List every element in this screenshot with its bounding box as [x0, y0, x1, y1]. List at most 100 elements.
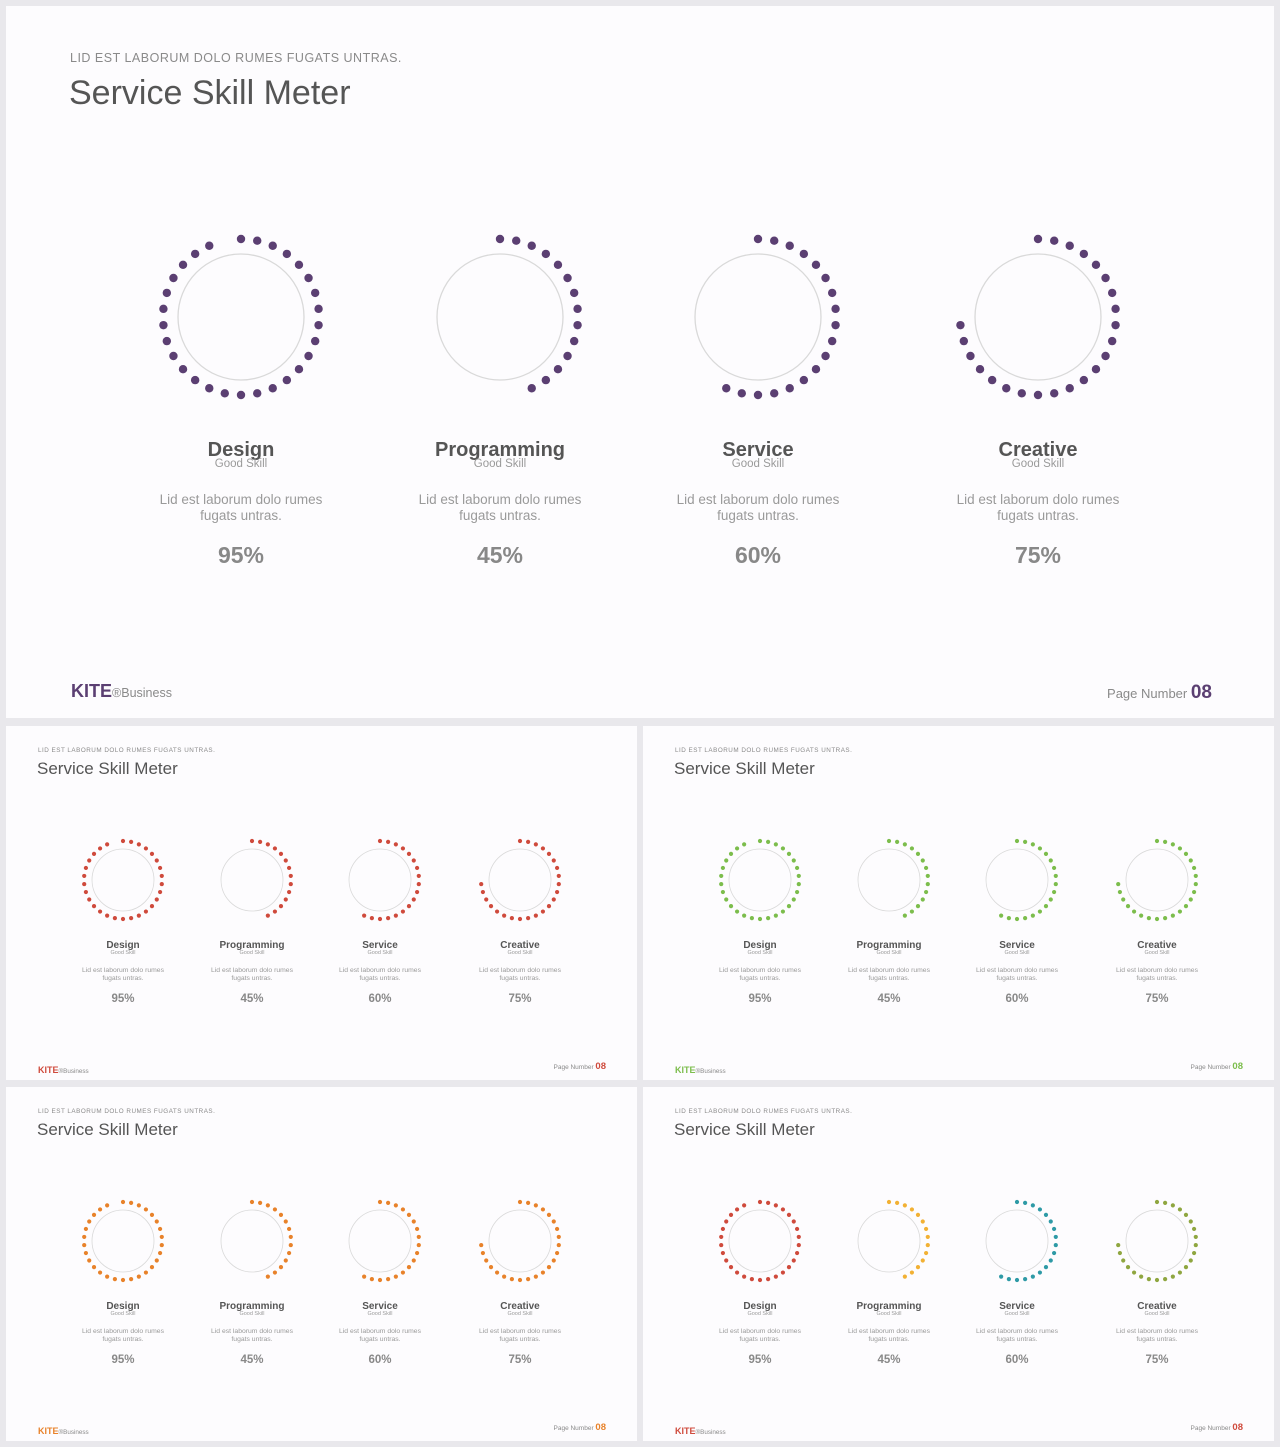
- skill-meter-creative: [956, 234, 1120, 400]
- brand-logo: KITE®Business: [675, 1060, 726, 1078]
- meter-dot: [920, 858, 925, 863]
- meter-dot: [286, 889, 292, 895]
- skill-card-service: Service Good Skill Lid est laborum dolo …: [333, 940, 428, 1006]
- skill-subtitle: Good Skill: [731, 458, 785, 470]
- meter-dot: [1048, 897, 1053, 902]
- meter-dot: [83, 1226, 89, 1232]
- meter-dot: [159, 304, 168, 314]
- meter-dot: [416, 1234, 421, 1240]
- skill-meters: [82, 838, 561, 922]
- meter-dot: [780, 909, 786, 914]
- meter-dot: [414, 865, 420, 871]
- page-number: Page Number 08: [554, 1422, 607, 1433]
- skill-card-programming: Programming Good Skill Lid est laborum d…: [205, 1301, 300, 1367]
- page-title: Service Skill Meter: [674, 1120, 815, 1139]
- meter-dot: [136, 913, 141, 918]
- skill-description: Lid est laborum dolo rumes fugats untras…: [1116, 1328, 1198, 1343]
- meter-dot: [786, 851, 792, 856]
- meter-dot: [786, 1212, 792, 1217]
- meter-dot: [97, 1270, 103, 1275]
- meter-dot: [1043, 1212, 1049, 1217]
- meter-track-ring: [220, 1209, 284, 1273]
- meter-dot: [791, 897, 796, 902]
- skill-description: Lid est laborum dolo rumes fugats untras…: [159, 492, 323, 523]
- skill-card-service: Service Good Skill Lid est laborum dolo …: [970, 940, 1065, 1006]
- skill-name: Design: [743, 940, 777, 951]
- skill-subtitle: Good Skill: [507, 1311, 533, 1317]
- skill-description: Lid est laborum dolo rumes fugats untras…: [479, 1328, 561, 1343]
- meter-dot: [112, 916, 117, 921]
- meter-dot: [1193, 881, 1198, 887]
- meter-dot: [265, 1274, 270, 1279]
- meter-dot: [920, 897, 925, 902]
- skill-description: Lid est laborum dolo rumes fugats untras…: [339, 1328, 421, 1343]
- meter-dot: [87, 1219, 92, 1224]
- meter-dot: [1163, 1277, 1168, 1282]
- meter-dot: [780, 846, 786, 851]
- meter-dot: [414, 1226, 420, 1232]
- meter-dot: [791, 858, 796, 863]
- meter-dot: [895, 839, 900, 844]
- meter-dot: [369, 1277, 374, 1282]
- meter-dot: [1170, 913, 1175, 918]
- meter-dot: [1183, 904, 1189, 909]
- meter-dot: [773, 1274, 778, 1279]
- meter-dot: [97, 909, 103, 914]
- meter-dot: [220, 389, 229, 398]
- page-number: Page Number 08: [554, 1061, 607, 1072]
- meter-dot: [154, 858, 159, 863]
- meter-dot: [895, 1200, 900, 1205]
- meter-dot: [1111, 304, 1120, 314]
- meter-dot: [286, 1250, 292, 1256]
- meter-dot: [791, 1258, 796, 1263]
- skill-percent: 45%: [476, 542, 524, 568]
- meter-dot: [1154, 838, 1160, 844]
- meter-dot: [272, 909, 278, 914]
- meter-dot: [249, 838, 255, 844]
- meter-dot: [386, 839, 391, 844]
- meter-dot: [136, 1274, 141, 1279]
- meter-track-ring: [488, 848, 552, 912]
- meter-dot: [556, 1242, 561, 1248]
- meter-dot: [1177, 1207, 1183, 1212]
- meter-dot: [416, 873, 421, 879]
- meter-dot: [1006, 916, 1011, 921]
- skill-percent: 75%: [508, 1354, 532, 1366]
- meter-dot: [1154, 1277, 1160, 1283]
- meter-dot: [920, 1258, 925, 1263]
- meter-dot: [1188, 858, 1193, 863]
- page-number-value: 08: [1232, 1422, 1243, 1433]
- brand-suffix: ®Business: [695, 1068, 726, 1075]
- meter-dot: [526, 839, 531, 844]
- meter-dot: [533, 1203, 538, 1208]
- meter-dot: [1079, 249, 1089, 259]
- meter-dot: [82, 1242, 87, 1248]
- meter-dot: [786, 904, 792, 909]
- meter-dot: [796, 881, 801, 887]
- meter-dot: [304, 273, 313, 283]
- meter-dot: [283, 897, 288, 902]
- meter-dot: [766, 1200, 771, 1205]
- meter-dot: [553, 364, 563, 374]
- meter-dot: [770, 236, 779, 245]
- brand-name: KITE: [675, 1065, 696, 1075]
- meter-dot: [719, 873, 724, 879]
- meter-dot: [533, 913, 538, 918]
- meter-dot: [556, 881, 561, 887]
- skill-description: Lid est laborum dolo rumes fugats untras…: [848, 967, 930, 982]
- meter-dot: [87, 1258, 92, 1263]
- skill-name: Creative: [998, 439, 1078, 461]
- meter-dot: [920, 1219, 925, 1224]
- meter-dot: [1170, 842, 1175, 847]
- meter-dot: [1023, 916, 1028, 921]
- skill-meter-programming: [857, 1199, 930, 1279]
- meter-dot: [97, 1207, 103, 1212]
- meter-dot: [282, 249, 292, 259]
- meter-dot: [400, 846, 406, 851]
- meter-dot: [811, 364, 821, 374]
- meter-dot: [1191, 865, 1197, 871]
- meter-dot: [563, 351, 572, 361]
- meter-dot: [902, 913, 907, 918]
- meter-dot: [411, 1219, 416, 1224]
- brand-name: KITE: [38, 1426, 59, 1436]
